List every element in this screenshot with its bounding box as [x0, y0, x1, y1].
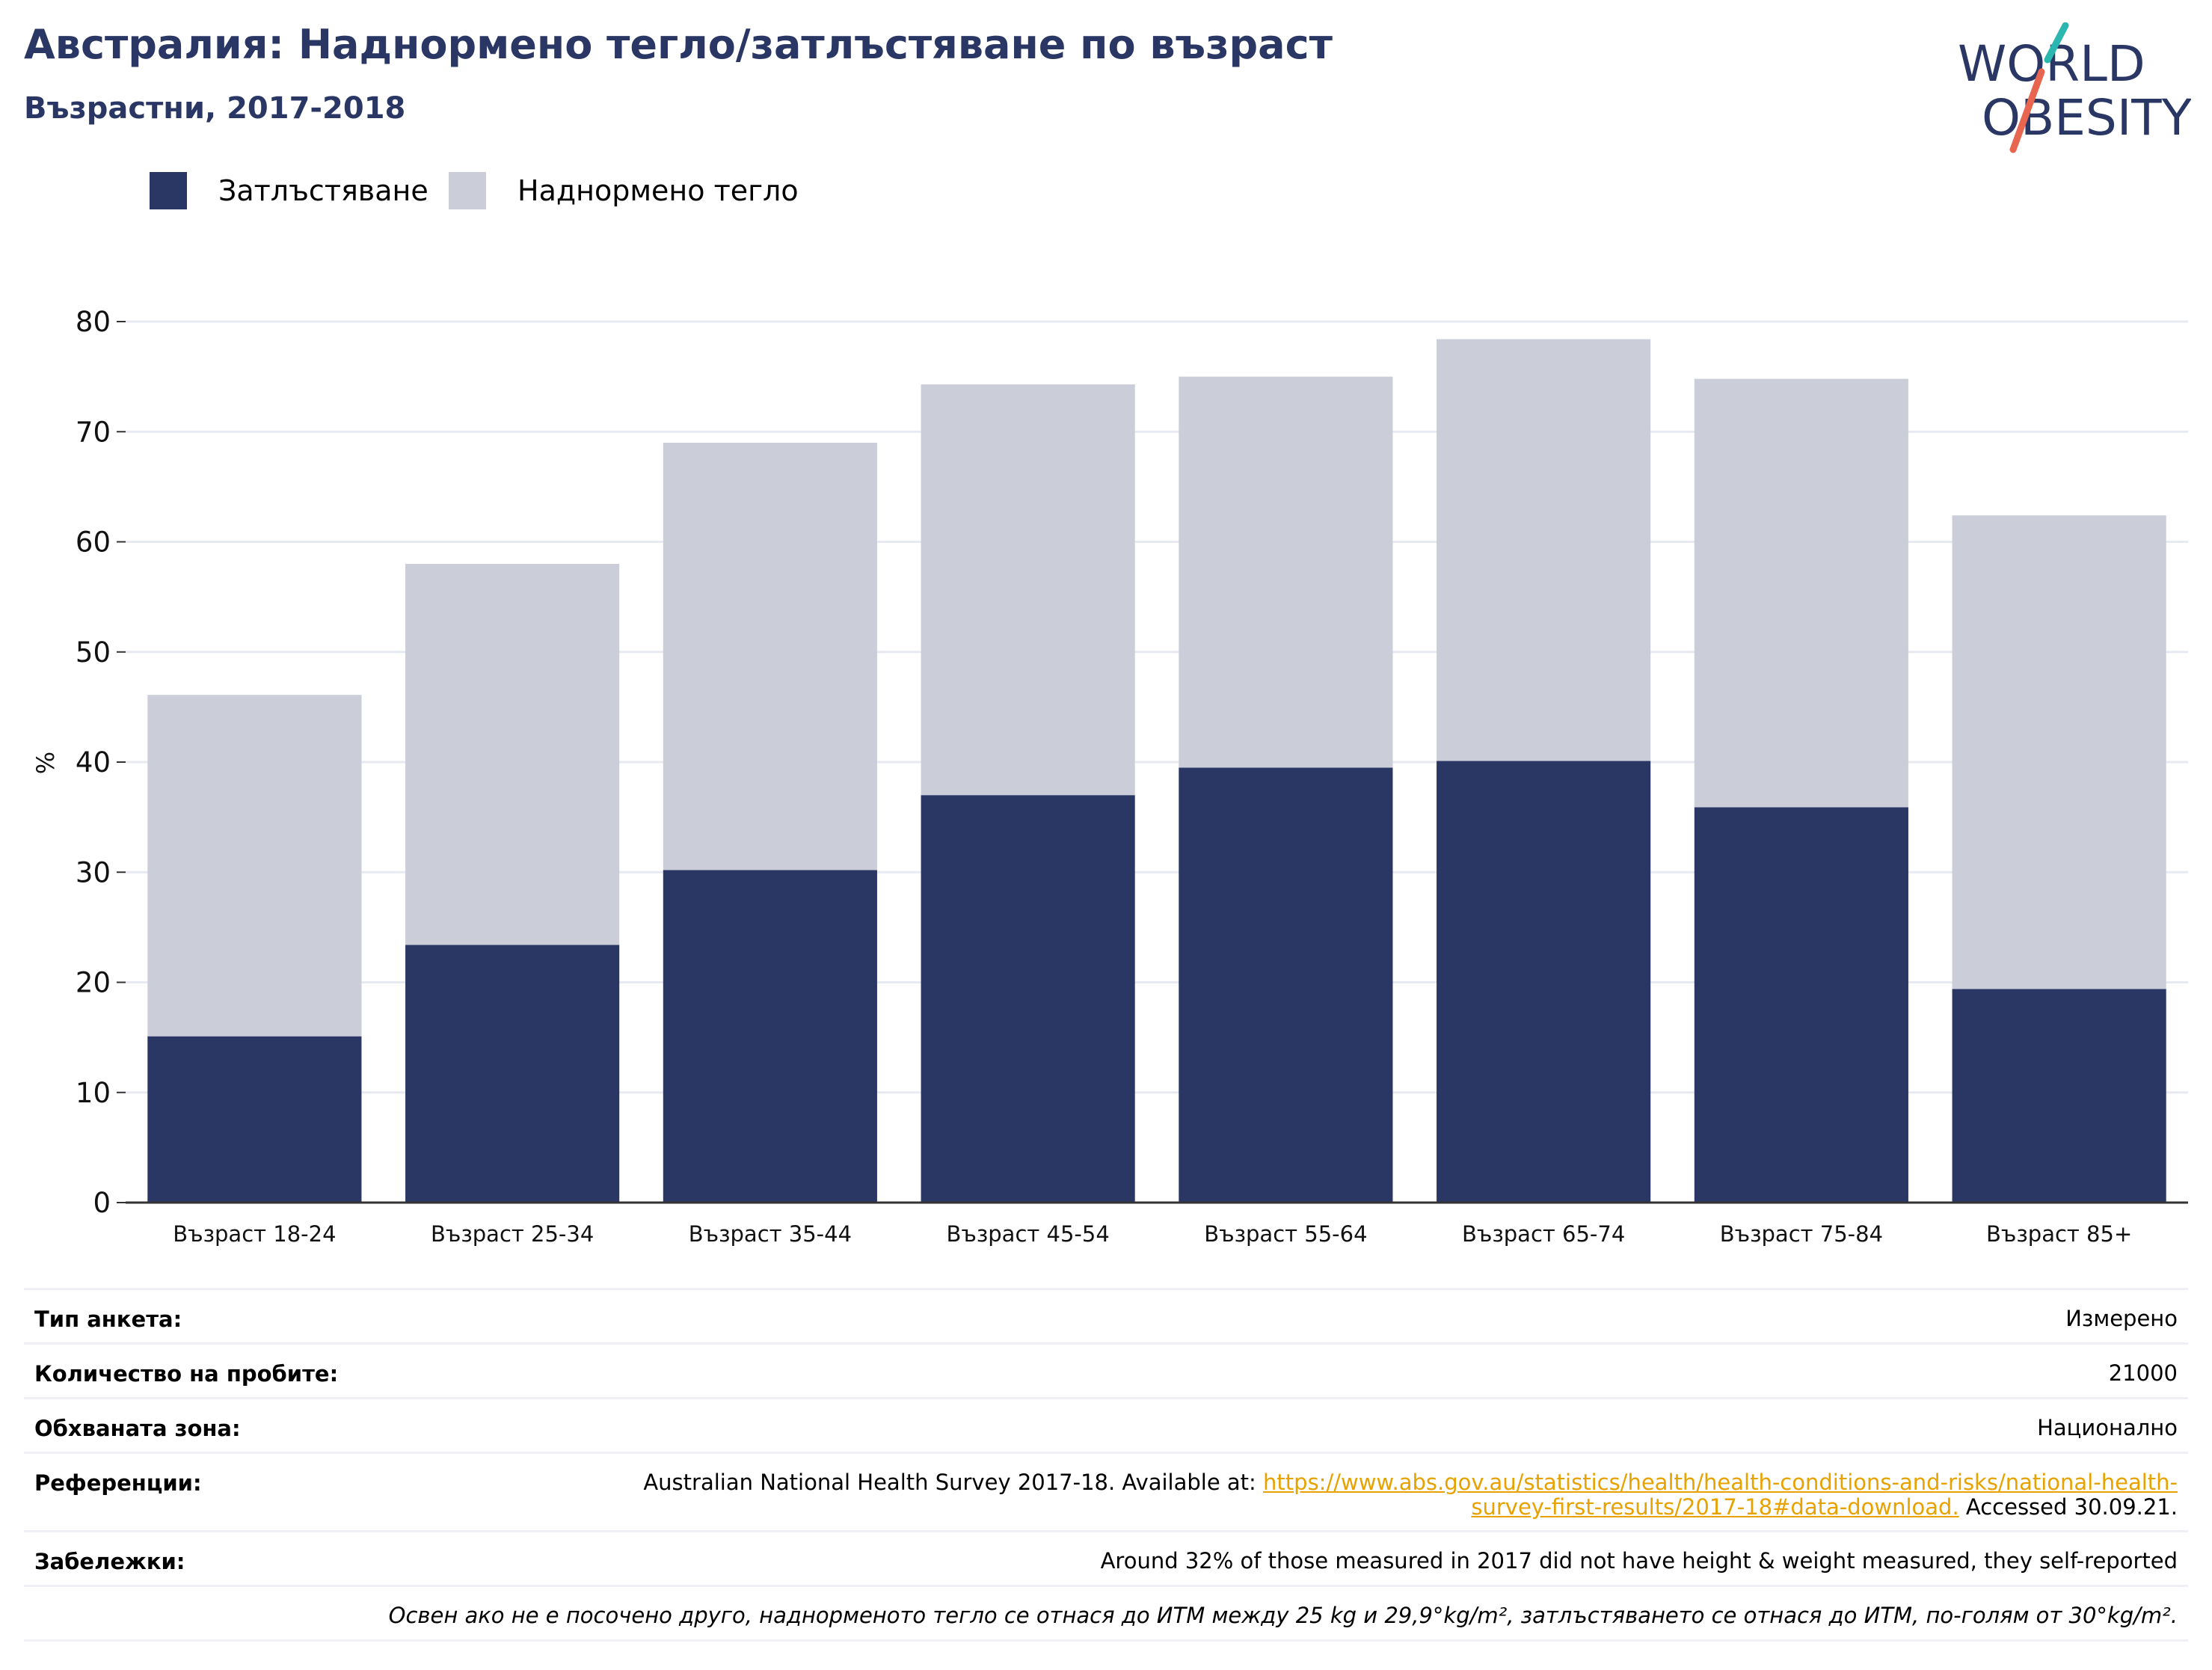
meta-value-references: Australian National Health Survey 2017-1…	[643, 1470, 2178, 1520]
y-tick-label: 0	[93, 1187, 111, 1219]
meta-label-sample-size: Количество на пробите:	[34, 1361, 339, 1387]
meta-value-sample-size: 21000	[2108, 1360, 2178, 1386]
logo-line1: WORLD	[1958, 35, 2145, 93]
x-tick-label: Възраст 55-64	[1204, 1221, 1367, 1247]
bar-obesity-7	[1694, 807, 1908, 1203]
legend-swatch-overweight	[449, 172, 486, 209]
meta-label-references: Референции:	[34, 1470, 202, 1496]
reference-accessed: Accessed 30.09.21.	[1958, 1494, 2178, 1520]
bar-obesity-8	[1952, 989, 2166, 1203]
x-tick-label: Възраст 75-84	[1720, 1221, 1883, 1247]
x-tick-label: Възраст 85+	[1986, 1221, 2132, 1247]
meta-label-survey-type: Тип анкета:	[34, 1307, 182, 1332]
bar-overweight-7	[1694, 378, 1908, 808]
bar-overweight-2	[405, 563, 620, 945]
x-tick-label: Възраст 25-34	[431, 1221, 594, 1247]
bar-overweight-1	[147, 695, 362, 1037]
legend-item-overweight: Наднормено тегло	[449, 172, 799, 209]
meta-row-notes: Забележки: Around 32% of those measured …	[24, 1530, 2188, 1585]
stacked-bar-chart: 0 10 20 30 40 50 60 70 80% Възраст 18-24 Възраст 2…	[31, 306, 2188, 1247]
reference-link-part2[interactable]: survey-first-results/2017-18#data-downlo…	[1471, 1494, 1959, 1520]
meta-value-notes: Around 32% of those measured in 2017 did…	[1100, 1548, 2178, 1574]
y-tick-label: 70	[76, 416, 111, 448]
meta-row-area: Обхваната зона: Национално	[24, 1397, 2188, 1452]
logo-slash-teal	[2044, 22, 2069, 64]
bar-overweight-4	[921, 384, 1135, 796]
y-tick-label: 30	[76, 856, 111, 888]
bar-obesity-4	[921, 795, 1135, 1203]
meta-value-area: Национално	[2037, 1415, 2178, 1440]
legend-item-obesity: Затлъстяване	[150, 172, 428, 209]
meta-row-survey-type: Тип анкета: Измерено	[24, 1288, 2188, 1342]
bar-obesity-3	[663, 870, 877, 1203]
meta-row-references: Референции: Australian National Health S…	[24, 1452, 2188, 1530]
legend-swatch-obesity	[150, 172, 187, 209]
y-tick-label: 40	[76, 746, 111, 779]
meta-row-footnote: Освен ако не е посочено друго, наднормен…	[24, 1585, 2188, 1642]
reference-text: Australian National Health Survey 2017-1…	[643, 1470, 1264, 1495]
meta-row-sample-size: Количество на пробите: 21000	[24, 1342, 2188, 1397]
x-tick-label: Възраст 18-24	[173, 1221, 336, 1247]
bar-obesity-2	[405, 945, 620, 1203]
world-obesity-logo: WORLD OBESITY	[1958, 22, 2191, 153]
survey-info-table: Тип анкета: Измерено Количество на проби…	[24, 1288, 2188, 1642]
bar-obesity-5	[1179, 767, 1393, 1203]
y-axis-label: %	[31, 752, 60, 774]
bar-overweight-8	[1952, 515, 2166, 989]
bar-overweight-6	[1437, 339, 1651, 761]
page-title: Австралия: Наднормено тегло/затлъстяване…	[24, 21, 1333, 68]
meta-label-area: Обхваната зона:	[34, 1416, 241, 1441]
bar-overweight-5	[1179, 376, 1393, 768]
y-tick-label: 50	[76, 636, 111, 669]
page-subtitle: Възрастни, 2017-2018	[24, 91, 406, 126]
reference-link-part1[interactable]: https://www.abs.gov.au/statistics/health…	[1263, 1470, 2178, 1495]
bar-overweight-3	[663, 442, 877, 871]
x-tick-label: Възраст 35-44	[689, 1221, 852, 1247]
y-tick-label: 10	[76, 1077, 111, 1109]
legend-label-overweight: Наднормено тегло	[517, 174, 799, 207]
bar-obesity-6	[1437, 761, 1651, 1203]
x-tick-label: Възраст 45-54	[946, 1221, 1109, 1247]
y-tick-label: 60	[76, 527, 111, 559]
x-tick-label: Възраст 65-74	[1462, 1221, 1625, 1247]
definition-footnote: Освен ако не е посочено друго, наднормен…	[388, 1603, 2178, 1628]
bar-obesity-1	[147, 1036, 362, 1203]
meta-label-notes: Забележки:	[34, 1549, 185, 1574]
y-tick-label: 80	[76, 306, 111, 338]
logo-line2: OBESITY	[1982, 89, 2191, 147]
legend-label-obesity: Затлъстяване	[218, 174, 428, 207]
y-tick-label: 20	[76, 967, 111, 999]
logo-slash-coral	[2009, 68, 2045, 153]
meta-value-survey-type: Измерено	[2065, 1306, 2178, 1331]
